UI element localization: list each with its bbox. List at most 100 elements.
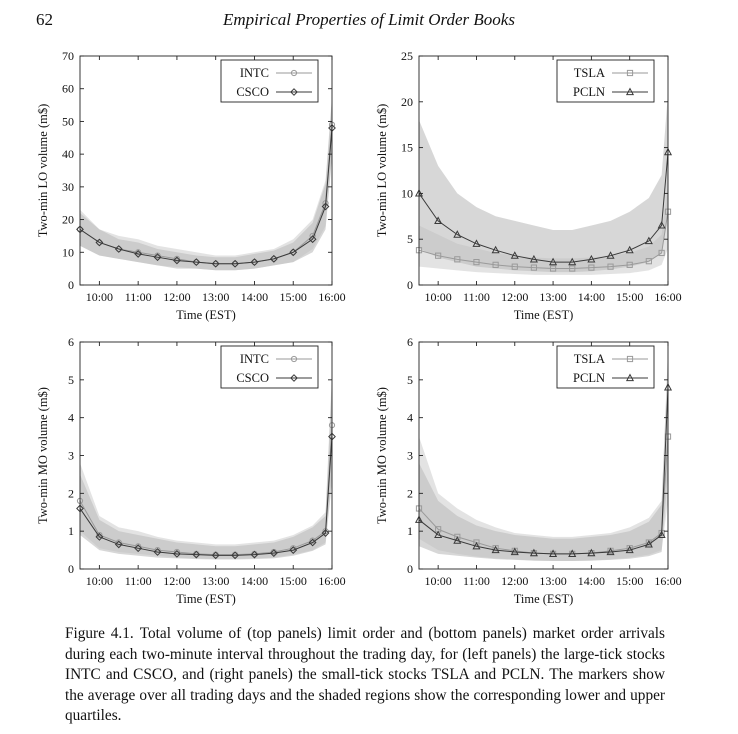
caption-text: Total volume of (top panels) limit order… — [65, 625, 665, 724]
data-point-pcln — [434, 216, 443, 224]
y-tick-label: 40 — [62, 147, 74, 161]
legend-marker-csco — [290, 88, 298, 96]
data-point-csco — [308, 235, 317, 244]
x-tick-label: 11:00 — [463, 290, 490, 304]
legend-label-intc: INTC — [240, 352, 269, 366]
y-tick-label: 10 — [401, 186, 413, 200]
y-tick-label: 4 — [68, 411, 74, 425]
y-tick-label: 30 — [62, 180, 74, 194]
x-tick-label: 10:00 — [86, 290, 113, 304]
data-point-intc — [173, 548, 181, 556]
data-point-csco — [269, 549, 278, 558]
data-point-pcln — [549, 257, 558, 266]
data-point-tsla — [626, 545, 633, 552]
y-axis-label: Two-min MO volume (m$) — [36, 387, 50, 524]
x-tick-label: 12:00 — [501, 290, 528, 304]
data-point-pcln — [529, 254, 538, 263]
data-point-csco — [134, 544, 143, 553]
data-point-tsla — [473, 539, 480, 546]
y-tick-label: 20 — [401, 95, 413, 109]
data-point-intc — [115, 539, 122, 546]
data-point-intc — [135, 543, 142, 550]
data-point-pcln — [510, 251, 519, 259]
data-point-pcln — [657, 530, 666, 539]
x-tick-label: 11:00 — [125, 290, 152, 304]
panel-top-right: 0 5 10 15 20 25 10:00 11:00 12:00 13:00 14:00 15:00… — [375, 49, 682, 322]
data-point-pcln — [434, 530, 443, 539]
data-point-csco — [134, 250, 143, 258]
data-point-intc — [154, 252, 161, 259]
data-point-pcln — [472, 541, 481, 550]
x-tick-label: 15:00 — [280, 290, 307, 304]
data-point-tsla — [473, 259, 480, 266]
page-number: 62 — [36, 10, 53, 29]
data-point-tsla — [607, 263, 614, 270]
x-tick-label: 11:00 — [125, 574, 152, 588]
legend-label-tsla: TSLA — [574, 66, 605, 80]
y-tick-label: 0 — [407, 278, 413, 292]
data-point-csco — [211, 551, 220, 560]
data-point-csco — [269, 254, 278, 263]
data-point-pcln — [568, 549, 577, 557]
data-point-tsla — [454, 533, 461, 540]
data-point-pcln — [606, 251, 615, 259]
x-tick-label: 10:00 — [424, 574, 451, 588]
x-tick-label: 14:00 — [241, 574, 268, 588]
data-point-tsla — [658, 249, 665, 257]
series-line-intc — [79, 425, 333, 556]
data-point-pcln — [587, 548, 596, 557]
running-title: Empirical Properties of Limit Order Book… — [223, 10, 515, 29]
x-axis-label: Time (EST) — [176, 592, 236, 606]
data-point-intc — [290, 545, 297, 552]
data-point-tsla — [435, 252, 442, 259]
data-point-tsla — [569, 265, 576, 272]
y-tick-label: 15 — [401, 141, 413, 155]
x-tick-label: 12:00 — [163, 574, 190, 588]
x-tick-label: 13:00 — [539, 290, 566, 304]
data-point-pcln — [491, 545, 500, 554]
x-tick-label: 10:00 — [424, 290, 451, 304]
legend-marker-pcln — [625, 87, 635, 96]
x-tick-label: 15:00 — [616, 290, 643, 304]
y-tick-label: 20 — [62, 213, 74, 227]
y-tick-label: 3 — [407, 449, 413, 463]
y-tick-label: 5 — [407, 373, 413, 387]
x-tick-label: 15:00 — [616, 574, 643, 588]
legend-box — [556, 345, 655, 389]
legend-label-pcln: PCLN — [573, 371, 605, 385]
data-point-csco — [95, 532, 104, 541]
y-tick-label: 50 — [62, 114, 74, 128]
y-tick-label: 5 — [407, 232, 413, 246]
x-tick-label: 16:00 — [318, 290, 345, 304]
data-point-pcln — [625, 245, 634, 254]
y-axis-label: Two-min LO volume (m$) — [36, 104, 50, 237]
data-point-pcln — [587, 254, 596, 263]
legend-box — [556, 59, 655, 103]
data-point-csco — [250, 258, 259, 267]
data-point-pcln — [529, 548, 538, 557]
y-tick-label: 1 — [68, 524, 74, 538]
y-axis-label: Two-min MO volume (m$) — [375, 387, 389, 524]
data-point-csco — [321, 529, 330, 537]
y-tick-label: 2 — [407, 486, 413, 500]
x-tick-label: 14:00 — [578, 574, 605, 588]
x-tick-label: 14:00 — [241, 290, 268, 304]
x-axis-label: Time (EST) — [514, 592, 574, 606]
data-point-intc — [154, 546, 161, 554]
y-tick-label: 0 — [68, 562, 74, 576]
x-tick-label: 12:00 — [163, 290, 190, 304]
data-point-csco — [289, 546, 298, 554]
data-point-pcln — [453, 536, 462, 544]
legend-marker-intc — [290, 69, 298, 77]
y-tick-label: 70 — [62, 49, 74, 63]
plot-frame — [79, 55, 333, 286]
figure-caption: Figure 4.1. Total volume of (top panels) … — [65, 624, 665, 727]
data-point-csco — [95, 238, 104, 247]
data-point-pcln — [625, 545, 634, 554]
legend-label-csco: CSCO — [236, 371, 269, 385]
quartile-band-csco — [80, 98, 332, 271]
data-point-csco — [308, 538, 317, 547]
y-tick-label: 6 — [407, 335, 413, 349]
data-point-csco — [153, 253, 162, 262]
data-point-csco — [114, 540, 123, 549]
